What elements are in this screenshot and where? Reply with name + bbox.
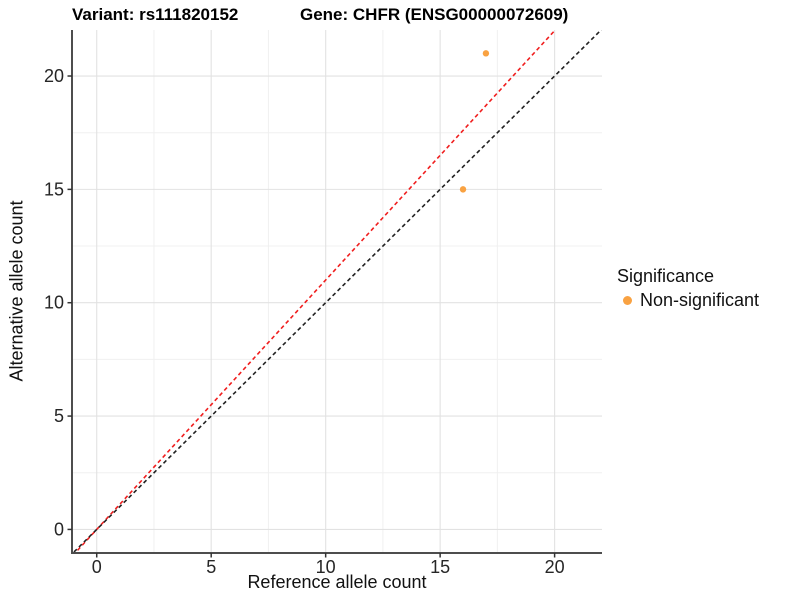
data-point — [459, 186, 467, 193]
legend-entry: Non-significant — [623, 290, 759, 311]
x-axis-label: Reference allele count — [247, 572, 427, 592]
legend-title: Significance — [617, 266, 715, 286]
y-tick-label: 15 — [44, 179, 64, 199]
variant-title: Variant: rs111820152 — [72, 5, 239, 24]
axis-lines — [71, 30, 602, 554]
legend-entry-label: Non-significant — [640, 290, 760, 310]
legend-point-swatch-icon — [623, 296, 632, 305]
x-tick-label: 5 — [206, 557, 216, 577]
y-tick-label: 5 — [54, 406, 64, 426]
y-tick-label: 10 — [44, 293, 64, 313]
gene-title: Gene: CHFR (ENSG00000072609) — [300, 5, 569, 24]
x-tick-label: 10 — [316, 557, 336, 577]
y-tick-label: 20 — [44, 66, 64, 86]
data-point — [482, 50, 490, 57]
x-tick-label: 15 — [430, 557, 450, 577]
expected-ratio-line — [73, 30, 557, 553]
x-tick-label: 0 — [92, 557, 102, 577]
y-tick-label: 0 — [54, 519, 64, 539]
identity-line — [72, 30, 602, 553]
x-tick-label: 20 — [545, 557, 565, 577]
y-axis-label: Alternative allele count — [6, 200, 27, 382]
legend: Significance Non-significant — [617, 266, 759, 311]
